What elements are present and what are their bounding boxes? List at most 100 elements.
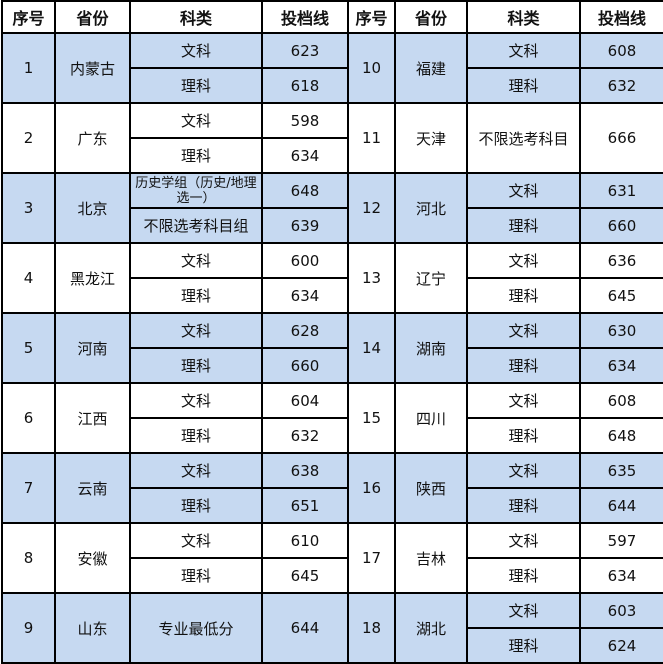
score: 631: [579, 172, 663, 209]
table-row: 理科 634 理科 645: [2, 277, 663, 314]
table-row: 9 山东 专业最低分 644 18 湖北 文科 603: [1, 592, 663, 664]
row-number: 11: [347, 102, 396, 174]
category: 理科: [129, 137, 263, 174]
category: 理科: [466, 347, 581, 384]
category: 历史学组（历史/地理选一）: [129, 172, 263, 209]
score: 624: [579, 627, 663, 664]
province-name: 福建: [394, 32, 468, 104]
province-name: 湖南: [394, 312, 468, 384]
table-row: 理科 624: [2, 627, 663, 664]
category: 理科: [129, 67, 263, 104]
table-row: 8 安徽 文科 610 17 吉林 文科 597: [1, 522, 663, 594]
row-number: 5: [1, 312, 56, 384]
row-number: 8: [1, 522, 56, 594]
province-name: 四川: [394, 382, 468, 454]
category: 文科: [129, 452, 263, 489]
row-number: 7: [1, 452, 56, 524]
row-number: 6: [1, 382, 56, 454]
category: 文科: [466, 522, 581, 559]
table-row: 4 黑龙江 文科 600 13 辽宁 文科 636: [1, 242, 663, 314]
category: 文科: [466, 172, 581, 209]
score: 634: [261, 137, 349, 174]
row-number: 15: [347, 382, 396, 454]
score: 603: [579, 592, 663, 629]
score: 648: [579, 417, 663, 454]
table-row: 5 河南 文科 628 14 湖南 文科 630: [1, 312, 663, 384]
category: 文科: [129, 382, 263, 419]
score: 638: [261, 452, 349, 489]
table-row: 2 广东 文科 598 11 天津 不限选考科目 666: [1, 102, 663, 174]
score: 634: [261, 277, 349, 314]
category: 理科: [129, 277, 263, 314]
category: 文科: [466, 242, 581, 279]
category: 理科: [466, 487, 581, 524]
table-row: 不限选考科目组 639 理科 660: [2, 207, 663, 244]
category: 文科: [129, 242, 263, 279]
score: 660: [579, 207, 663, 244]
table-row: 理科 634: [2, 137, 663, 174]
header-province: 省份: [394, 0, 468, 34]
score: 610: [261, 522, 349, 559]
category: 文科: [129, 102, 263, 139]
category: 理科: [129, 347, 263, 384]
province-name: 黑龙江: [54, 242, 131, 314]
header-category: 科类: [129, 0, 263, 34]
table-row: 3 北京 历史学组（历史/地理选一） 648 12 河北 文科 631: [1, 172, 663, 244]
score: 648: [261, 172, 349, 209]
header-row: 序号 省份 科类 投档线 序号 省份 科类 投档线: [1, 0, 663, 34]
row-number: 16: [347, 452, 396, 524]
province-name: 湖北: [394, 592, 468, 664]
table-row: 理科 632 理科 648: [2, 417, 663, 454]
row-number: 9: [1, 592, 56, 664]
score: 636: [579, 242, 663, 279]
row-number: 13: [347, 242, 396, 314]
province-name: 陕西: [394, 452, 468, 524]
province-name: 河南: [54, 312, 131, 384]
score: 618: [261, 67, 349, 104]
score: 632: [261, 417, 349, 454]
province-name: 云南: [54, 452, 131, 524]
score: 608: [579, 32, 663, 69]
score: 634: [579, 557, 663, 594]
row-number: 18: [347, 592, 396, 664]
category: 理科: [466, 627, 581, 664]
score: 608: [579, 382, 663, 419]
score: 644: [261, 592, 349, 664]
province-name: 内蒙古: [54, 32, 131, 104]
category: 理科: [466, 67, 581, 104]
table-row: 6 江西 文科 604 15 四川 文科 608: [1, 382, 663, 454]
province-name: 天津: [394, 102, 468, 174]
score: 628: [261, 312, 349, 349]
category: 专业最低分: [129, 592, 263, 664]
header-score: 投档线: [261, 0, 349, 34]
category: 文科: [466, 452, 581, 489]
header-no: 序号: [1, 0, 56, 34]
row-number: 12: [347, 172, 396, 244]
category: 理科: [129, 557, 263, 594]
province-name: 河北: [394, 172, 468, 244]
category: 理科: [466, 557, 581, 594]
category: 理科: [129, 417, 263, 454]
score: 597: [579, 522, 663, 559]
header-province: 省份: [54, 0, 131, 34]
province-name: 山东: [54, 592, 131, 664]
row-number: 2: [1, 102, 56, 174]
score: 644: [579, 487, 663, 524]
score: 660: [261, 347, 349, 384]
category: 文科: [466, 32, 581, 69]
score: 635: [579, 452, 663, 489]
score: 651: [261, 487, 349, 524]
province-name: 江西: [54, 382, 131, 454]
province-name: 北京: [54, 172, 131, 244]
row-number: 4: [1, 242, 56, 314]
row-number: 3: [1, 172, 56, 244]
score: 634: [579, 347, 663, 384]
table-row: 理科 660 理科 634: [2, 347, 663, 384]
table-row: 理科 645 理科 634: [2, 557, 663, 594]
score: 645: [579, 277, 663, 314]
category: 理科: [466, 417, 581, 454]
row-number: 14: [347, 312, 396, 384]
score: 639: [261, 207, 349, 244]
province-name: 吉林: [394, 522, 468, 594]
